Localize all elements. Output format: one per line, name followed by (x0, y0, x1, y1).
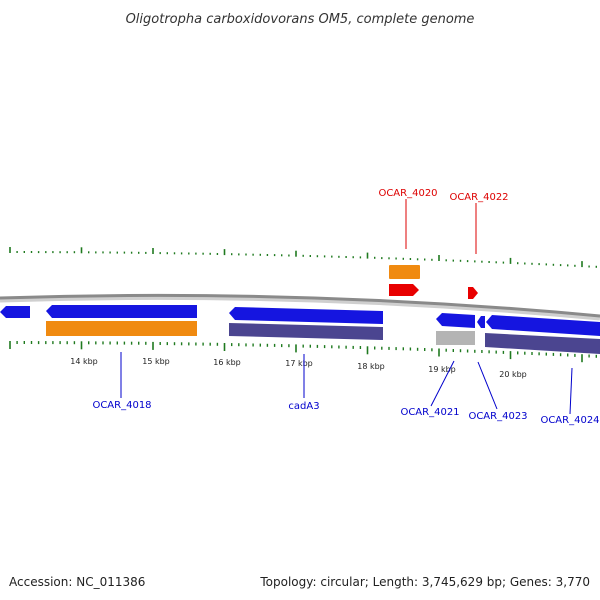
tick-label-18kbp: 18 kbp (357, 362, 385, 371)
feature-bar-cadA3[interactable] (229, 323, 383, 340)
tick-label-19kbp: 19 kbp (428, 365, 456, 374)
cds-arrow-OCAR_4017[interactable] (0, 306, 30, 318)
leader-OCAR_4023 (477, 361, 498, 410)
minus-strand-features (0, 305, 600, 354)
genome-backbone (0, 293, 600, 318)
leader-OCAR_4024 (569, 367, 573, 415)
map-title: Oligotropha carboxidovorans OM5, complet… (126, 12, 475, 27)
feature-bar-OCAR_4020[interactable] (389, 265, 420, 279)
plus-strand-features (389, 265, 478, 299)
tick-label-16kbp: 16 kbp (213, 358, 241, 367)
gene-label-leaders (120, 199, 573, 415)
tick-label-20kbp: 20 kbp (499, 370, 527, 379)
feature-bar-OCAR_4018[interactable] (46, 321, 197, 336)
accession-text: Accession: NC_011386 (9, 575, 145, 589)
cds-arrow-cadA3[interactable] (229, 307, 383, 324)
leader-OCAR_4021 (430, 360, 455, 407)
gene-labels: OCAR_4018 cadA3 OCAR_4020 OCAR_4021 OCAR… (92, 188, 599, 426)
gene-label-OCAR_4021[interactable]: OCAR_4021 (400, 407, 459, 418)
gene-label-OCAR_4020[interactable]: OCAR_4020 (378, 188, 437, 199)
cds-arrow-OCAR_4024[interactable] (486, 315, 600, 336)
kbp-tick-labels: 14 kbp 15 kbp 16 kbp 17 kbp 18 kbp 19 kb… (70, 357, 527, 379)
cds-arrow-OCAR_4022[interactable] (468, 287, 478, 299)
feature-bar-OCAR_4021[interactable] (436, 331, 475, 345)
gene-label-cadA3[interactable]: cadA3 (288, 401, 319, 412)
top-tick-marks (9, 247, 597, 268)
tick-label-14kbp: 14 kbp (70, 357, 98, 366)
tick-label-15kbp: 15 kbp (142, 357, 170, 366)
gene-label-OCAR_4018[interactable]: OCAR_4018 (92, 400, 151, 411)
cds-arrow-OCAR_4023[interactable] (477, 316, 485, 328)
genome-summary-text: Topology: circular; Length: 3,745,629 bp… (259, 575, 590, 589)
gene-label-OCAR_4022[interactable]: OCAR_4022 (449, 192, 508, 203)
gene-label-OCAR_4023[interactable]: OCAR_4023 (468, 411, 527, 422)
backbone-shadow (0, 294, 600, 321)
tick-label-17kbp: 17 kbp (285, 359, 313, 368)
gene-label-OCAR_4024[interactable]: OCAR_4024 (540, 415, 599, 426)
feature-bar-OCAR_4024[interactable] (485, 333, 600, 354)
cds-arrow-OCAR_4021[interactable] (436, 313, 475, 328)
cds-arrow-OCAR_4020[interactable] (389, 284, 419, 296)
bottom-tick-marks (9, 341, 597, 363)
cds-arrow-OCAR_4018[interactable] (46, 305, 197, 318)
